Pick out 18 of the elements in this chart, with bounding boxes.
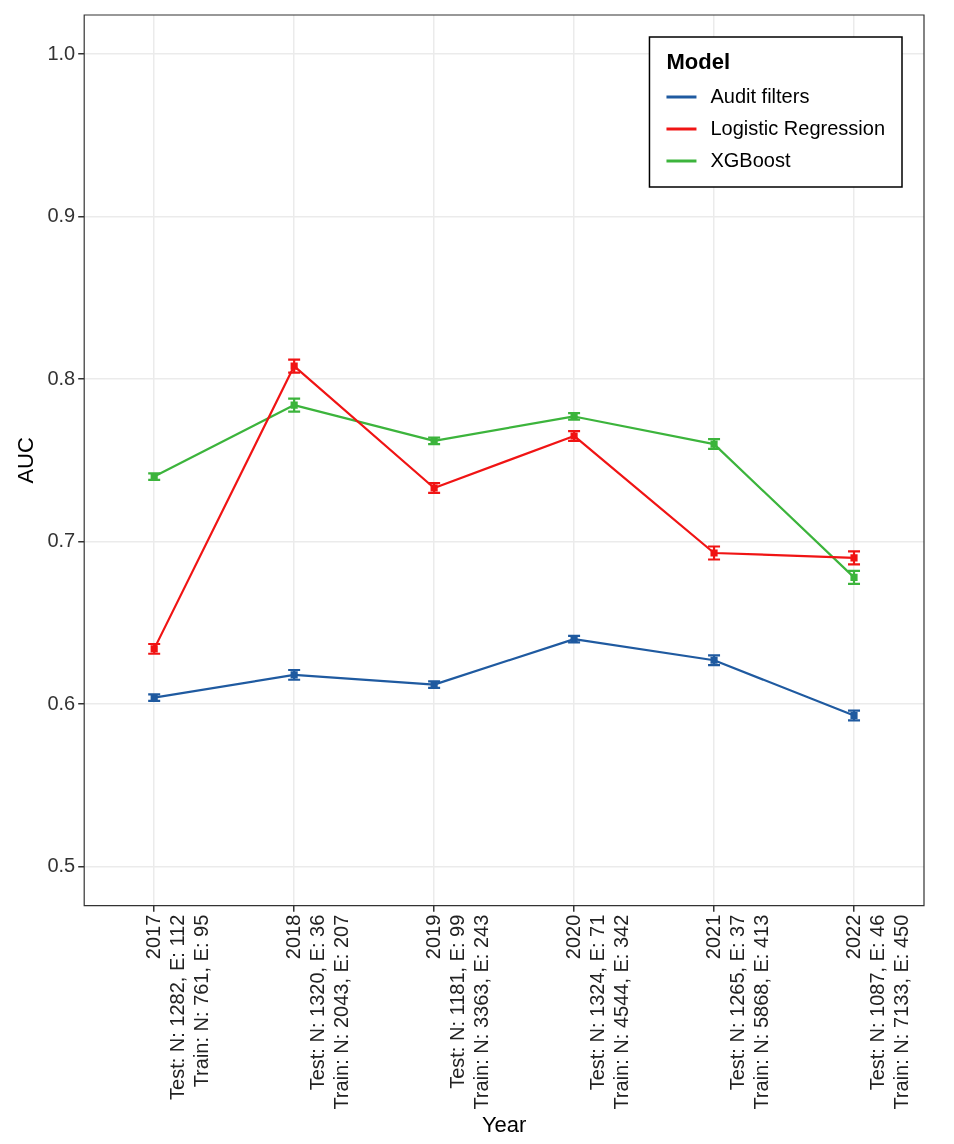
y-tick-label: 0.7 <box>47 529 76 552</box>
y-tick-label: 0.8 <box>47 366 76 389</box>
x-tick-label: 2019 Test: N: 1181, E: 99 Train: N: 3363, E: 243 <box>421 914 492 1110</box>
x-tick-label: 2021 Test: N: 1265, E: 37 Train: N: 5868, E: 413 <box>701 914 772 1110</box>
x-tick-label: 2022 Test: N: 1087, E: 46 Train: N: 7133, E: 450 <box>841 914 912 1110</box>
x-tick-label: 2017 Test: N: 1282, E: 112 Train: N: 761, E: 95 <box>141 914 212 1100</box>
legend-title: Model <box>666 49 731 75</box>
y-tick-label: 0.5 <box>47 854 76 877</box>
x-axis-title: Year <box>481 1111 527 1137</box>
y-axis-title: AUC <box>13 437 39 484</box>
y-tick-label: 0.9 <box>47 204 76 227</box>
x-tick-label: 2018 Test: N: 1320, E: 36 Train: N: 2043, E: 207 <box>281 914 352 1110</box>
legend-label: Logistic Regression <box>710 116 885 139</box>
y-tick-label: 0.6 <box>47 691 76 714</box>
legend-label: XGBoost <box>710 148 791 171</box>
y-tick-label: 1.0 <box>47 41 76 64</box>
x-tick-label: 2020 Test: N: 1324, E: 71 Train: N: 4544, E: 342 <box>561 914 632 1110</box>
legend-label: Audit filters <box>710 84 810 107</box>
